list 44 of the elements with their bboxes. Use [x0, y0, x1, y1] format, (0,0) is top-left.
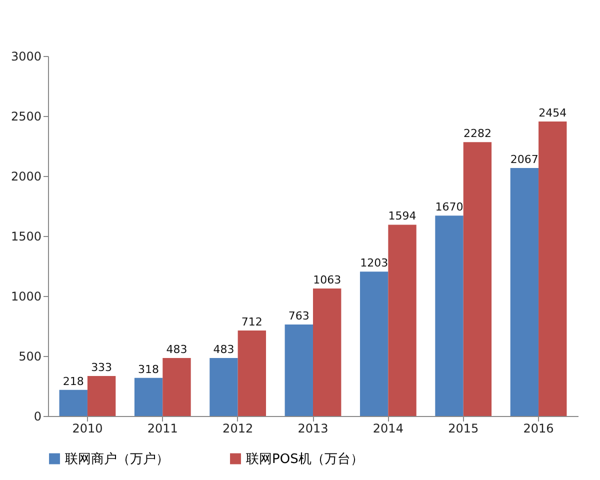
bar: [313, 288, 342, 416]
legend-label: 联网商户（万户）: [65, 452, 169, 467]
legend-label: 联网POS机（万台）: [246, 452, 364, 467]
bar: [59, 390, 88, 416]
bar: [388, 224, 416, 416]
x-tick-label: 2014: [372, 422, 404, 436]
data-label: 1203: [360, 256, 388, 270]
data-label: 218: [62, 374, 84, 388]
data-label: 318: [138, 362, 160, 376]
y-tick-label: 2000: [10, 170, 42, 184]
bar: [463, 142, 492, 416]
x-tick-label: 2011: [147, 422, 178, 436]
data-label: 1670: [435, 200, 464, 214]
x-tick-label: 2015: [448, 422, 479, 436]
y-tick-label: 3000: [10, 50, 42, 64]
y-tick-label: 1500: [10, 230, 42, 244]
data-label: 1594: [388, 210, 416, 223]
data-label: 333: [91, 361, 112, 374]
data-label: 483: [166, 343, 188, 356]
bar: [360, 272, 388, 416]
data-label: 763: [288, 309, 310, 322]
data-label: 712: [241, 316, 262, 329]
bar: [510, 168, 539, 416]
data-label: 483: [213, 343, 234, 356]
bar: [210, 358, 238, 416]
y-tick-label: 0: [34, 410, 42, 424]
data-label: 2282: [463, 127, 492, 140]
y-tick-label: 1000: [10, 290, 42, 304]
x-tick-label: 2012: [222, 422, 254, 436]
y-tick-label: 2500: [10, 110, 42, 124]
bar: [238, 330, 266, 416]
data-label: 2067: [510, 152, 538, 166]
data-label: 2454: [538, 106, 567, 120]
bar: [134, 378, 163, 416]
x-tick-label: 2013: [298, 422, 328, 436]
x-tick-label: 2010: [72, 422, 103, 436]
bar: [87, 376, 116, 416]
bar: [538, 122, 567, 416]
bar: [162, 358, 191, 416]
data-label: 1063: [313, 273, 342, 286]
bar: [284, 324, 313, 416]
y-tick-label: 500: [18, 350, 42, 364]
bar: [435, 216, 464, 416]
x-tick-label: 2016: [523, 422, 554, 436]
